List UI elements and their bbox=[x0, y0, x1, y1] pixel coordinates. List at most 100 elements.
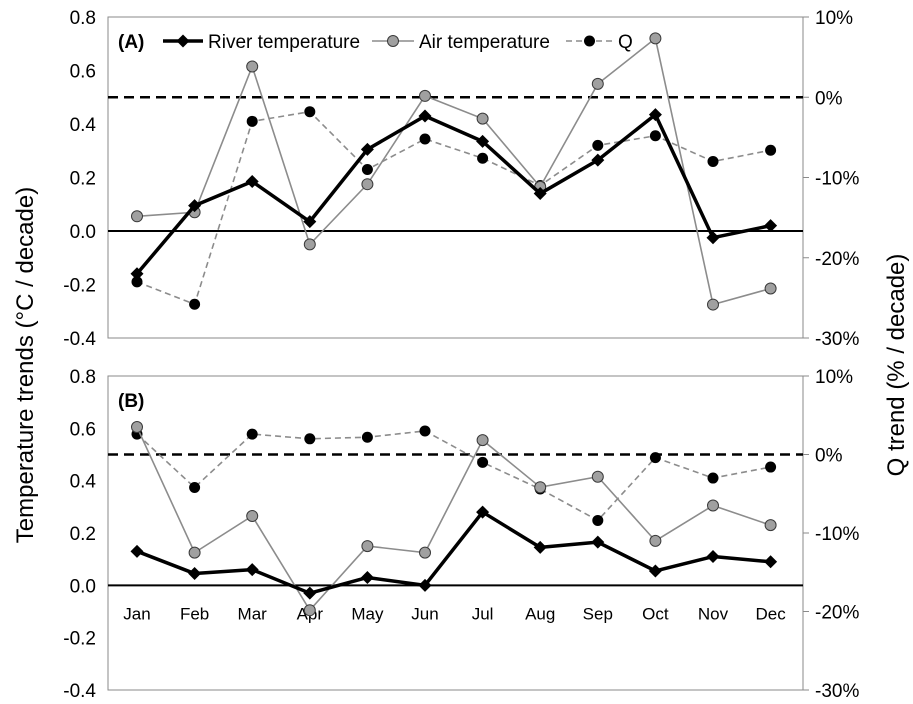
river-temperature-point bbox=[591, 153, 605, 167]
left-tick-label: 0.2 bbox=[70, 169, 96, 190]
air-temperature-point bbox=[534, 481, 547, 494]
river-temperature-point bbox=[418, 578, 432, 592]
left-tick-label: -0.4 bbox=[63, 329, 96, 350]
air-temperature-point bbox=[707, 298, 719, 311]
left-tick-label: 0.8 bbox=[70, 8, 96, 29]
q-point bbox=[304, 106, 316, 118]
right-tick-label: -10% bbox=[815, 524, 859, 545]
q-point bbox=[592, 139, 604, 151]
river-temperature-point bbox=[533, 540, 547, 554]
left-tick-label: 0.4 bbox=[70, 115, 97, 136]
panel-a: -0.4 -0.2 0.0 0.2 0.4 0.6 0.8 -30% -20% -10% 0% 10%… bbox=[63, 8, 859, 350]
q-point bbox=[246, 115, 258, 127]
right-axis-title: Q trend (% / decade) bbox=[883, 254, 910, 477]
q-point bbox=[419, 133, 431, 145]
air-temperature-point bbox=[591, 77, 604, 90]
air-temperature-line bbox=[136, 426, 771, 612]
river-temperature-point bbox=[245, 175, 259, 189]
air-temperature-point bbox=[649, 32, 662, 45]
left-tick-label: 0.0 bbox=[70, 222, 96, 243]
x-tick-label: Oct bbox=[642, 604, 669, 623]
air-temperature-point bbox=[361, 178, 374, 191]
river-temperature-point bbox=[648, 108, 662, 122]
q-point bbox=[189, 298, 201, 310]
q-point bbox=[477, 152, 489, 164]
q-point bbox=[765, 144, 777, 156]
q-point bbox=[361, 163, 373, 175]
x-tick-label: Jun bbox=[411, 604, 438, 623]
air-temperature-line bbox=[136, 36, 771, 306]
x-tick-label: Nov bbox=[698, 604, 729, 623]
left-tick-label: 0.6 bbox=[70, 419, 96, 440]
air-temperature-point bbox=[476, 112, 489, 125]
x-tick-label: Jan bbox=[123, 604, 150, 623]
x-tick-label: May bbox=[351, 604, 384, 623]
panel-b: -0.4 -0.2 0.0 0.2 0.4 0.6 0.8 -30% -20% -10% 0% 10%… bbox=[63, 367, 859, 702]
q-point bbox=[304, 433, 316, 445]
q-point bbox=[477, 456, 489, 468]
air-temperature-point bbox=[707, 499, 719, 512]
river-temperature-point bbox=[764, 555, 778, 569]
q-line bbox=[136, 110, 771, 306]
air-temperature-point bbox=[764, 282, 777, 295]
river-temperature-point bbox=[303, 586, 317, 600]
q-point bbox=[131, 276, 143, 288]
river-temperature-point bbox=[130, 544, 144, 558]
x-tick-label: Aug bbox=[525, 604, 555, 623]
x-tick-label: Sep bbox=[583, 604, 613, 623]
river-temperature-point bbox=[360, 142, 374, 156]
q-line bbox=[136, 430, 771, 522]
left-axis-title: Temperature trends (°C / decade) bbox=[12, 187, 39, 543]
air-temperature-point bbox=[476, 434, 489, 447]
panel-label: (B) bbox=[118, 391, 144, 412]
air-temperature-point bbox=[591, 470, 604, 483]
air-temperature-point bbox=[131, 210, 143, 223]
panel-label: (A) bbox=[118, 32, 144, 53]
river-temperature-point bbox=[706, 231, 720, 245]
legend-label: River temperature bbox=[208, 32, 360, 53]
river-temperature-point bbox=[533, 187, 547, 201]
air-temperature-point bbox=[419, 546, 431, 559]
q-point bbox=[361, 431, 373, 443]
q-point bbox=[649, 452, 661, 464]
river-temperature-point bbox=[648, 564, 662, 578]
legend-swatch-marker bbox=[176, 34, 190, 48]
river-temperature-point bbox=[245, 563, 259, 577]
x-tick-label: Jul bbox=[472, 604, 494, 623]
air-temperature-point bbox=[246, 60, 259, 73]
left-tick-label: 0.4 bbox=[70, 472, 97, 493]
left-tick-label: 0.8 bbox=[70, 367, 96, 388]
left-tick-label: 0.0 bbox=[70, 576, 96, 597]
river-temperature-point bbox=[130, 267, 144, 281]
river-temperature-point bbox=[476, 134, 490, 148]
river-temperature-point bbox=[303, 215, 317, 229]
x-tick-label: Mar bbox=[238, 604, 268, 623]
river-temperature-point bbox=[418, 109, 432, 123]
plot-frame bbox=[107, 375, 804, 691]
air-temperature-point bbox=[131, 421, 143, 434]
river-temperature-point bbox=[764, 219, 778, 233]
q-point bbox=[592, 514, 604, 526]
air-temperature-point bbox=[419, 89, 431, 102]
q-point bbox=[707, 472, 719, 484]
q-point bbox=[649, 130, 661, 142]
left-tick-label: -0.2 bbox=[63, 276, 96, 297]
q-point bbox=[189, 481, 201, 493]
q-point bbox=[246, 428, 258, 440]
river-temperature-line bbox=[135, 112, 771, 275]
q-point bbox=[765, 461, 777, 473]
legend-label: Air temperature bbox=[419, 32, 550, 53]
air-temperature-point bbox=[361, 540, 374, 553]
river-temperature-point bbox=[476, 505, 490, 519]
x-tick-label: Feb bbox=[180, 604, 209, 623]
right-tick-label: -30% bbox=[815, 681, 859, 702]
right-tick-label: 10% bbox=[815, 367, 853, 388]
river-temperature-line bbox=[136, 510, 771, 595]
legend-swatch-marker bbox=[584, 35, 595, 47]
right-tick-label: 0% bbox=[815, 88, 843, 109]
river-temperature-point bbox=[188, 567, 202, 581]
air-temperature-point bbox=[246, 509, 259, 522]
air-temperature-point bbox=[649, 534, 662, 547]
left-tick-label: -0.4 bbox=[63, 681, 96, 702]
